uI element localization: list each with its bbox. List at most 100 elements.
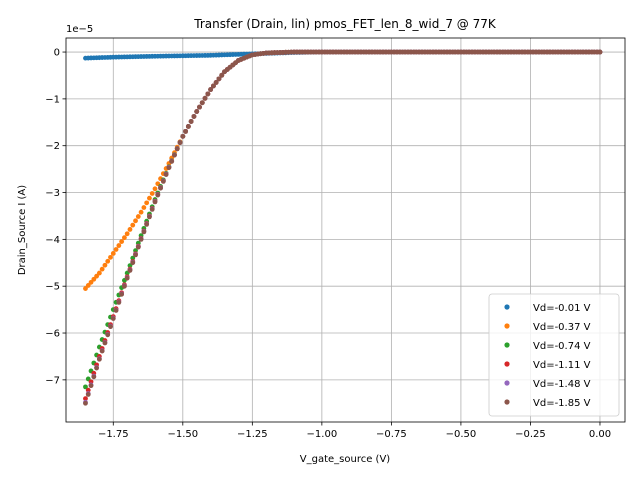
data-point xyxy=(124,275,130,281)
y-axis-offset-label: 1e−5 xyxy=(66,24,93,35)
legend-marker xyxy=(504,323,510,329)
x-axis-ticks: −1.75 −1.50 −1.25 −1.00 −0.75 −0.50 −0.25 0.00 xyxy=(98,422,611,440)
data-point xyxy=(105,258,111,264)
legend-label: Vd=-0.01 V xyxy=(533,303,591,314)
legend-marker xyxy=(504,342,510,348)
y-axis-label: Drain_Source I (A) xyxy=(17,185,28,275)
data-point xyxy=(149,207,155,212)
data-point xyxy=(108,324,113,330)
x-tick-label: −0.75 xyxy=(376,429,407,440)
y-tick-label: 0 xyxy=(54,48,60,59)
data-point xyxy=(94,273,99,279)
data-point xyxy=(180,133,186,139)
data-point xyxy=(208,87,214,92)
data-point xyxy=(144,221,150,227)
data-point xyxy=(152,186,158,192)
data-point xyxy=(88,279,94,285)
data-point xyxy=(135,244,141,250)
data-point xyxy=(152,199,158,205)
data-point xyxy=(141,229,147,235)
data-point xyxy=(147,214,152,220)
series-6 xyxy=(83,49,603,406)
data-point xyxy=(119,239,125,245)
x-tick-label: −1.25 xyxy=(237,429,268,440)
axes-frame xyxy=(65,37,626,423)
data-point xyxy=(174,146,180,152)
data-point xyxy=(138,236,144,242)
legend-marker xyxy=(504,304,510,310)
data-point xyxy=(83,396,88,401)
data-point xyxy=(211,83,216,89)
data-point xyxy=(597,49,603,55)
data-point xyxy=(133,252,138,258)
data-point xyxy=(110,316,116,321)
data-point xyxy=(163,172,169,177)
legend-box xyxy=(488,293,620,417)
legend-label: Vd=-0.37 V xyxy=(533,322,591,333)
data-point xyxy=(124,231,130,237)
legend-marker xyxy=(504,380,510,386)
legend-marker xyxy=(504,399,510,405)
data-point xyxy=(85,283,91,288)
x-tick-label: −1.00 xyxy=(307,429,338,440)
data-point xyxy=(116,300,122,305)
data-point xyxy=(205,91,211,97)
x-tick-label: −1.75 xyxy=(98,429,129,440)
data-point xyxy=(96,356,102,362)
x-tick-label: −0.50 xyxy=(446,429,477,440)
y-tick-label: −6 xyxy=(45,329,60,340)
data-point xyxy=(116,243,122,248)
x-axis-label: V_gate_source (V) xyxy=(300,454,391,465)
data-point xyxy=(188,119,194,124)
data-point xyxy=(113,308,119,313)
data-point xyxy=(172,152,177,158)
y-tick-label: −4 xyxy=(45,235,60,246)
data-point xyxy=(144,200,150,206)
data-point xyxy=(177,140,183,146)
data-point xyxy=(216,76,222,82)
x-tick-label: −0.25 xyxy=(515,429,546,440)
y-tick-label: −3 xyxy=(45,188,60,199)
data-point xyxy=(194,109,200,114)
data-point xyxy=(127,268,133,273)
legend-label: Vd=-1.85 V xyxy=(533,398,591,409)
data-point xyxy=(130,255,136,261)
data-points xyxy=(83,49,603,406)
data-point xyxy=(110,251,116,256)
data-point xyxy=(130,260,136,266)
data-point xyxy=(166,165,172,171)
data-point xyxy=(85,387,91,393)
data-point xyxy=(191,114,197,119)
data-point xyxy=(160,178,166,184)
data-point xyxy=(83,286,88,291)
data-point xyxy=(147,195,152,201)
data-point xyxy=(113,247,119,252)
data-point xyxy=(99,266,105,272)
legend-marker xyxy=(504,361,510,367)
data-point xyxy=(96,270,102,276)
legend-label: Vd=-1.48 V xyxy=(533,379,591,390)
data-point xyxy=(141,205,147,210)
data-point xyxy=(138,209,144,215)
data-point xyxy=(199,100,205,106)
data-point xyxy=(119,291,125,297)
y-tick-label: −5 xyxy=(45,282,60,293)
legend-label: Vd=-0.74 V xyxy=(533,341,591,352)
legend: Vd=-0.01 V Vd=-0.37 V Vd=-0.74 V Vd=-1.11 V… xyxy=(488,293,620,417)
legend-label: Vd=-1.11 V xyxy=(533,360,591,371)
data-point xyxy=(183,128,188,134)
data-point xyxy=(88,383,94,389)
data-point xyxy=(130,222,136,228)
data-point xyxy=(105,332,111,338)
y-axis-ticks: 0 −1 −2 −3 −4 −5 −6 −7 xyxy=(45,48,66,386)
data-point xyxy=(83,384,88,390)
data-point xyxy=(135,214,141,219)
data-point xyxy=(213,79,219,85)
y-tick-label: −1 xyxy=(45,94,60,105)
data-point xyxy=(133,218,138,224)
data-point xyxy=(83,400,88,406)
y-tick-label: −7 xyxy=(45,375,60,386)
data-point xyxy=(155,192,161,198)
data-point xyxy=(197,104,202,110)
